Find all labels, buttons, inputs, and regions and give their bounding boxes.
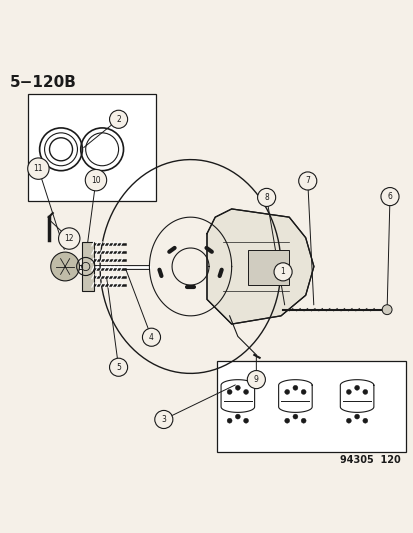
Circle shape	[292, 414, 297, 419]
Circle shape	[284, 390, 289, 394]
Text: 1: 1	[280, 268, 285, 276]
Circle shape	[227, 418, 232, 423]
Circle shape	[273, 263, 292, 281]
Text: 8: 8	[263, 193, 268, 202]
Circle shape	[109, 110, 127, 128]
Circle shape	[292, 385, 297, 390]
Circle shape	[235, 385, 240, 390]
Text: 4: 4	[149, 333, 154, 342]
Text: 2: 2	[116, 115, 121, 124]
Circle shape	[154, 410, 173, 429]
Circle shape	[354, 385, 359, 390]
Text: 7: 7	[304, 176, 309, 185]
Text: 5: 5	[116, 363, 121, 372]
Circle shape	[247, 370, 265, 389]
Bar	[217, 361, 406, 451]
Text: 6: 6	[387, 192, 392, 201]
Circle shape	[346, 418, 351, 423]
Circle shape	[227, 390, 232, 394]
Circle shape	[51, 252, 79, 281]
Circle shape	[142, 328, 160, 346]
Bar	[28, 94, 155, 201]
Text: 3: 3	[161, 415, 166, 424]
Text: 12: 12	[64, 234, 74, 243]
Text: 9: 9	[253, 375, 258, 384]
Circle shape	[362, 390, 367, 394]
Text: 94305  120: 94305 120	[339, 455, 399, 465]
Circle shape	[243, 418, 248, 423]
Circle shape	[58, 228, 80, 249]
Circle shape	[300, 418, 305, 423]
Circle shape	[28, 158, 49, 179]
Bar	[247, 250, 289, 285]
Circle shape	[381, 305, 391, 314]
Circle shape	[257, 188, 275, 206]
Polygon shape	[81, 242, 94, 291]
Circle shape	[243, 390, 248, 394]
Circle shape	[362, 418, 367, 423]
Text: 10: 10	[91, 176, 100, 184]
Circle shape	[300, 390, 305, 394]
Circle shape	[380, 188, 398, 206]
Circle shape	[284, 418, 289, 423]
Circle shape	[346, 390, 351, 394]
Circle shape	[85, 169, 107, 191]
Circle shape	[298, 172, 316, 190]
Text: 11: 11	[33, 164, 43, 173]
Polygon shape	[206, 209, 313, 324]
Text: 5−120B: 5−120B	[9, 75, 76, 90]
Circle shape	[235, 414, 240, 419]
Circle shape	[109, 358, 127, 376]
Circle shape	[354, 414, 359, 419]
